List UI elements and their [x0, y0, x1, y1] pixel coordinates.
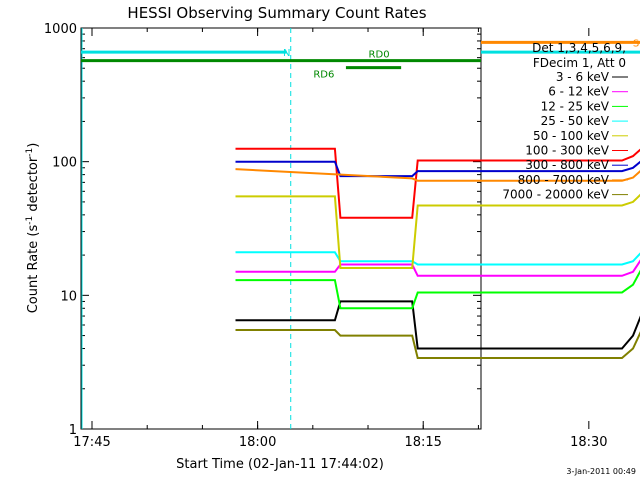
series-line	[235, 329, 640, 359]
y-tick-label: 100	[52, 156, 77, 171]
state-label: RD6	[313, 70, 334, 81]
plot-frame	[80, 27, 482, 430]
footer-timestamp: 3-Jan-2011 00:49	[566, 467, 636, 476]
legend-entry-label: 50 - 100 keV	[533, 129, 610, 143]
y-axis-label: Count Rate (s-1 detector-1)	[25, 143, 41, 314]
x-tick-label: 18:00	[239, 435, 276, 450]
state-bars: N S RD0 RD6	[81, 38, 640, 81]
y-axis-label-part: -1	[25, 216, 35, 225]
legend-entry-label: 300 - 800 keV	[525, 158, 609, 172]
series-line	[235, 168, 640, 182]
x-tick-label: 18:15	[404, 435, 441, 450]
legend-entry-label: 25 - 50 keV	[541, 114, 610, 128]
legend-entry-label: 6 - 12 keV	[548, 85, 610, 99]
state-label: N	[283, 48, 290, 59]
legend-entry-label: 100 - 300 keV	[525, 144, 609, 158]
series-line	[235, 251, 640, 266]
series-line	[235, 147, 640, 219]
series-lines	[235, 147, 640, 359]
legend-entry-label: 800 - 7000 keV	[518, 173, 610, 187]
legend-entry-label: 3 - 6 keV	[556, 70, 610, 84]
state-label: S	[633, 38, 639, 49]
state-vertical-lines	[81, 28, 292, 429]
y-tick-label: 10	[60, 289, 77, 304]
series-line	[235, 160, 640, 178]
legend-header: FDecim 1, Att 0	[533, 56, 626, 70]
y-axis-label-part: detector	[26, 156, 41, 216]
y-axis-label-part: Count Rate (s	[26, 225, 41, 314]
legend-entry-label: 12 - 25 keV	[541, 99, 610, 113]
y-axis-label-part: )	[26, 143, 41, 148]
series-line	[235, 300, 640, 350]
legend: Det 1,3,4,5,6,9,FDecim 1, Att 03 - 6 keV…	[502, 41, 628, 202]
y-axis-label-part: -1	[25, 148, 35, 157]
state-label: RD0	[369, 50, 390, 61]
series-line	[235, 259, 640, 277]
y-tick-labels: 1 10 100 1000	[44, 22, 77, 438]
x-tick-label: 18:30	[570, 435, 607, 450]
legend-entry-label: 7000 - 20000 keV	[502, 188, 609, 202]
axis-ticks	[81, 28, 590, 430]
series-line	[235, 193, 640, 269]
y-tick-label: 1	[69, 423, 77, 438]
x-axis-label: Start Time (02-Jan-11 17:44:02)	[176, 457, 384, 472]
y-tick-label: 1000	[44, 22, 77, 37]
series-line	[235, 269, 640, 310]
legend-header: Det 1,3,4,5,6,9,	[532, 41, 626, 55]
chart-title: HESSI Observing Summary Count Rates	[127, 4, 426, 22]
x-tick-label: 17:45	[73, 435, 110, 450]
